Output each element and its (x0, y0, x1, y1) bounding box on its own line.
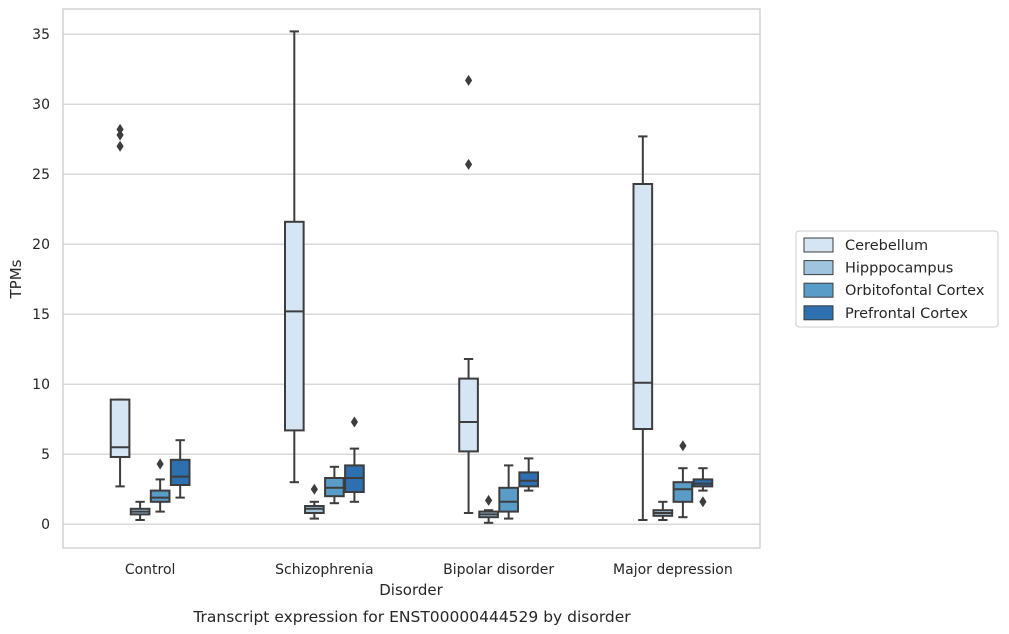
box-prefrontal-cortex (692, 467, 714, 508)
box-hipppocampus (652, 500, 674, 521)
y-tick-label: 35 (32, 27, 50, 43)
outlier-point (116, 129, 124, 141)
outlier-point (116, 140, 124, 152)
x-tick-label: Bipolar disorder (443, 562, 554, 578)
box-cerebellum (283, 30, 305, 484)
legend-label: Prefrontal Cortex (845, 306, 968, 322)
legend: Cerebellum Hipppocampus Orbitofontal Corte… (795, 230, 999, 328)
outlier-point (485, 494, 493, 506)
box-iqr (149, 489, 171, 503)
box-iqr (169, 458, 191, 486)
y-tick-label: 15 (32, 307, 50, 323)
outlier-point (679, 440, 687, 452)
box-iqr (632, 183, 654, 430)
boxplots (109, 30, 714, 524)
legend-label: Cerebellum (845, 238, 928, 254)
y-tick-label: 25 (32, 167, 50, 183)
box-iqr (518, 471, 540, 488)
legend-label: Hipppocampus (845, 261, 953, 277)
box-iqr (109, 398, 131, 459)
y-tick-label: 5 (41, 447, 50, 463)
box-hipppocampus (304, 483, 325, 520)
box-iqr (498, 486, 519, 513)
box-cerebellum (109, 123, 131, 488)
box-cerebellum (458, 74, 479, 514)
box-iqr (672, 481, 694, 503)
y-tick-label: 0 (41, 517, 50, 533)
outlier-point (699, 496, 707, 508)
outlier-point (156, 458, 164, 470)
box-iqr (458, 377, 479, 453)
x-tick-label: Schizophrenia (275, 562, 373, 578)
outlier-point (310, 483, 318, 495)
gridlines (63, 33, 760, 525)
y-tick-label: 20 (32, 237, 50, 253)
box-iqr (283, 220, 305, 432)
legend-swatch (803, 260, 834, 276)
legend-label: Orbitofontal Cortex (845, 283, 985, 299)
legend-swatch (803, 305, 834, 321)
legend-frame (795, 230, 999, 328)
box-orbitofontal-cortex (498, 464, 519, 520)
y-axis-label: TPMs (7, 259, 25, 299)
box-orbitofontal-cortex (149, 458, 171, 513)
outlier-point (464, 158, 473, 170)
box-prefrontal-cortex (344, 416, 365, 503)
outlier-point (464, 74, 473, 86)
box-hipppocampus (478, 494, 499, 524)
x-axis-label: Disorder (379, 581, 443, 599)
x-tick-label: Control (125, 562, 176, 578)
x-tick-labels: Control Schizophrenia Bipolar disorder Majo… (125, 562, 733, 578)
chart-caption: Transcript expression for ENST0000044452… (192, 608, 631, 626)
outlier-point (350, 416, 359, 428)
box-orbitofontal-cortex (672, 440, 694, 519)
box-prefrontal-cortex (518, 457, 540, 492)
y-tick-label: 10 (32, 377, 50, 393)
legend-swatch (803, 237, 834, 253)
plot-area-frame (62, 8, 761, 549)
box-prefrontal-cortex (169, 439, 191, 499)
legend-swatch (803, 282, 834, 298)
y-tick-labels: 0 5 10 15 20 25 30 35 (32, 27, 50, 533)
outlier-point (116, 123, 124, 135)
box-cerebellum (632, 135, 654, 521)
y-tick-label: 30 (32, 97, 50, 113)
box-hipppocampus (129, 500, 151, 521)
box-orbitofontal-cortex (324, 465, 345, 505)
x-tick-label: Major depression (613, 562, 733, 578)
